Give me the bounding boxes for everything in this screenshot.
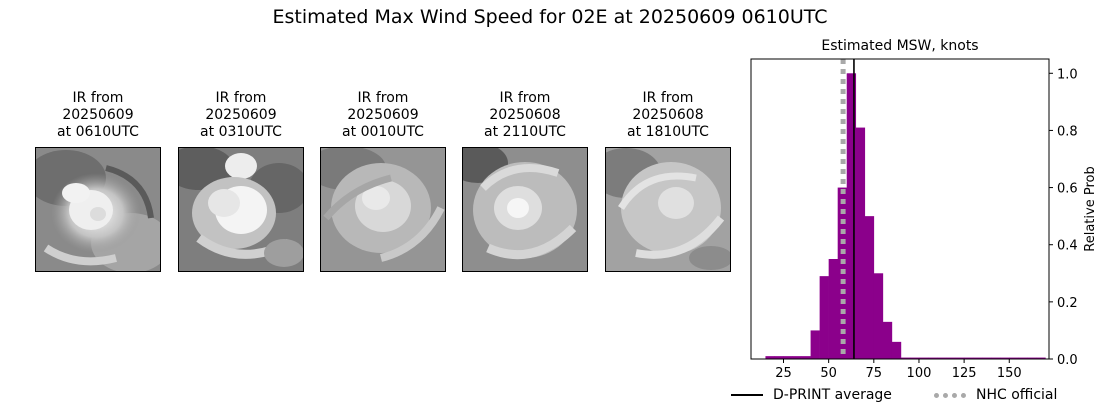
y-tick-label: 0.8: [1057, 124, 1078, 139]
ir-panel-title: IR from 20250608 at 1810UTC: [605, 90, 731, 141]
ir-satellite-image: [605, 147, 731, 272]
ir-panel-time: at 0010UTC: [342, 124, 424, 140]
ir-panel: IR from 20250609 at 0310UTC: [178, 90, 304, 272]
histogram-bar: [891, 341, 902, 359]
ir-panel-title-line: IR from: [215, 90, 267, 106]
ir-panel-title: IR from 20250609 at 0010UTC: [320, 90, 446, 141]
histogram-bar: [873, 273, 884, 359]
dotted-line-swatch-icon: [934, 392, 966, 398]
solid-line-swatch-icon: [731, 394, 763, 396]
ir-satellite-image: [178, 147, 304, 272]
histogram-bar: [828, 259, 838, 359]
histogram-bar: [1027, 357, 1037, 359]
histogram-bar: [810, 330, 820, 359]
histogram-bar: [1009, 357, 1019, 359]
histogram-bar: [801, 356, 811, 359]
ir-panel-title: IR from 20250609 at 0310UTC: [178, 90, 304, 141]
chart-title: Estimated MSW, knots: [821, 38, 978, 54]
ir-panel-title-line: IR from: [642, 90, 694, 106]
histogram-bar: [1018, 357, 1028, 359]
ir-panel-date: 20250608: [632, 107, 704, 123]
ir-panel-time: at 1810UTC: [627, 124, 709, 140]
ir-panel-time: at 0610UTC: [57, 124, 139, 140]
histogram-bar: [909, 357, 920, 359]
histogram-bar: [792, 356, 802, 359]
x-tick-label: 50: [820, 366, 837, 381]
histogram-bar: [946, 357, 956, 359]
histogram-bar: [973, 357, 983, 359]
x-tick-label: 150: [997, 366, 1022, 381]
ir-panel-date: 20250609: [205, 107, 277, 123]
legend-item-dprint: D-PRINT average: [731, 387, 892, 403]
ir-satellite-image: [320, 147, 446, 272]
ir-satellite-image: [35, 147, 161, 272]
ir-panel: IR from 20250609 at 0010UTC: [320, 90, 446, 272]
legend-label: NHC official: [976, 387, 1058, 403]
plot-frame: [750, 58, 1050, 360]
y-axis-label: Relative Prob: [1083, 166, 1098, 251]
ir-panel: IR from 20250608 at 2110UTC: [462, 90, 588, 272]
histogram-bar: [783, 356, 793, 359]
x-tick-label: 25: [775, 366, 792, 381]
x-tick-label: 100: [907, 366, 932, 381]
histogram-bar: [774, 356, 784, 359]
histogram-bar: [1036, 357, 1046, 359]
ir-panel-title-line: IR from: [357, 90, 409, 106]
ir-panel: IR from 20250608 at 1810UTC: [605, 90, 731, 272]
histogram-bar: [765, 356, 775, 359]
y-tick-label: 1.0: [1057, 67, 1078, 82]
histogram-bar: [927, 357, 938, 359]
legend-label: D-PRINT average: [773, 387, 892, 403]
histogram-bar: [937, 357, 947, 359]
ir-panel-date: 20250608: [489, 107, 561, 123]
y-tick-label: 0.6: [1057, 182, 1078, 197]
ir-panel-title: IR from 20250608 at 2110UTC: [462, 90, 588, 141]
histogram-bar: [991, 357, 1001, 359]
histogram-bar: [1000, 357, 1010, 359]
histogram-bar: [882, 321, 893, 359]
ir-panel-title-line: IR from: [72, 90, 124, 106]
y-tick-label: 0.4: [1057, 239, 1078, 254]
histogram-bar: [900, 357, 911, 359]
histogram-bar: [846, 73, 857, 360]
x-tick-label: 125: [952, 366, 977, 381]
histogram-bar: [864, 216, 875, 359]
ir-panel-date: 20250609: [62, 107, 134, 123]
ir-panel-title: IR from 20250609 at 0610UTC: [35, 90, 161, 141]
histogram-bar: [964, 357, 974, 359]
ir-panel: IR from 20250609 at 0610UTC: [35, 90, 161, 272]
histogram-bar: [855, 127, 866, 359]
histogram-bar: [918, 357, 929, 359]
ir-panel-date: 20250609: [347, 107, 419, 123]
ir-satellite-image: [462, 147, 588, 272]
figure-title: Estimated Max Wind Speed for 02E at 2025…: [272, 6, 828, 28]
y-tick-label: 0.2: [1057, 296, 1078, 311]
x-tick-label: 75: [866, 366, 883, 381]
histogram-bar: [955, 357, 965, 359]
ir-panel-time: at 2110UTC: [484, 124, 566, 140]
legend-item-nhc: NHC official: [934, 387, 1057, 403]
ir-panel-title-line: IR from: [499, 90, 551, 106]
histogram-bar: [982, 357, 992, 359]
histogram-bar: [819, 276, 829, 359]
ir-panel-time: at 0310UTC: [200, 124, 282, 140]
y-tick-label: 0.0: [1057, 353, 1078, 368]
